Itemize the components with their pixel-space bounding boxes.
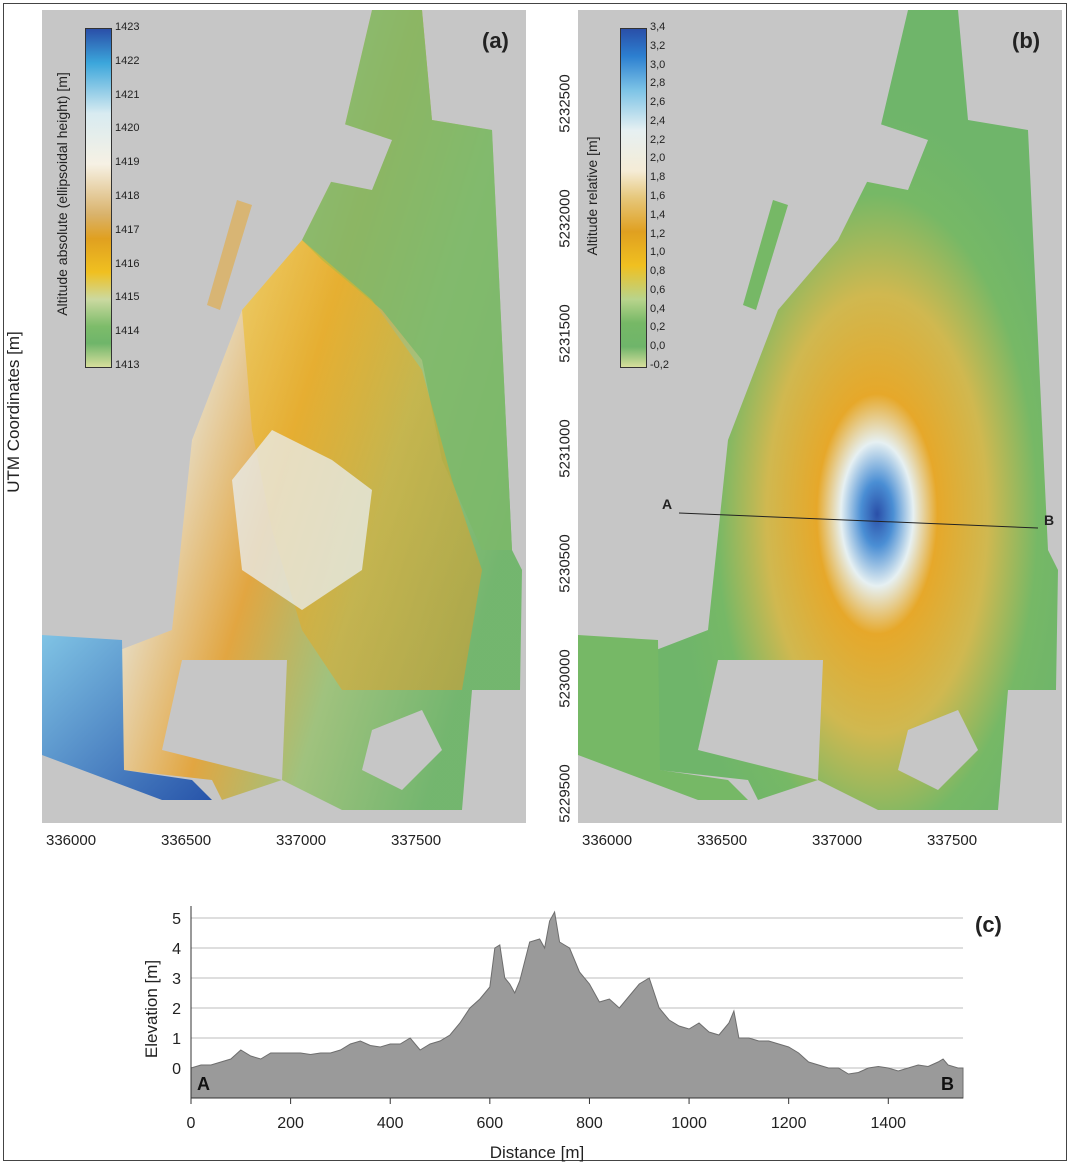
northing-tick-label: 5230000: [556, 649, 574, 708]
colorbar-b-tick: 2,4: [650, 114, 666, 127]
colorbar-b-tick: 1,4: [650, 208, 666, 221]
panel-label-b: (b): [1012, 28, 1041, 53]
colorbar-a-tick: 1419: [115, 156, 140, 169]
easting-tick-label: 337500: [927, 832, 978, 849]
colorbar-b-tick: 1,2: [650, 227, 666, 240]
easting-tick-label: 337000: [812, 832, 863, 849]
profile-end-label: B: [941, 1074, 954, 1094]
northing-tick-label: 5232000: [556, 189, 574, 248]
easting-tick-label: 337000: [276, 832, 327, 849]
colorbar-b-tick: 1,0: [650, 246, 666, 259]
y-tick-label: 4: [172, 941, 181, 958]
colorbar-b: [620, 28, 647, 368]
northing-tick-label: 5232500: [556, 74, 574, 133]
colorbar-b-tick: 2,2: [650, 133, 666, 146]
colorbar-a-tick: 1420: [115, 122, 140, 135]
colorbar-b-title: Altitude relative [m]: [584, 136, 600, 256]
colorbar-a-tick: 1422: [115, 54, 140, 67]
terrain-map-b: [578, 10, 1058, 810]
x-tick-label: 1400: [870, 1115, 906, 1132]
colorbar-a-tick: 1416: [115, 257, 140, 270]
y-tick-label: 3: [172, 971, 181, 988]
terrain-map-a: [42, 10, 522, 810]
colorbar-b-tick: 2,0: [650, 152, 666, 165]
x-tick-label: 0: [187, 1115, 196, 1132]
elevation-profile-chart: 0 1 2 3 4 5 0 200 400 600 800 1000 1200 1400 Distance …: [142, 906, 964, 1162]
x-tick-label: 800: [576, 1115, 603, 1132]
northing-tick-label: 5230500: [556, 534, 574, 593]
colorbar-b-tick: 2,8: [650, 77, 666, 90]
northing-tick-label: 5231500: [556, 304, 574, 363]
y-tick-label: 2: [172, 1001, 181, 1018]
colorbar-b-tick: -0,2: [650, 359, 669, 371]
colorbar-a-tick: 1414: [115, 325, 140, 338]
x-tick-label: 600: [476, 1115, 503, 1132]
colorbar-b-tick: 0,0: [650, 340, 666, 353]
x-tick-label: 400: [377, 1115, 404, 1132]
easting-tick-label: 336000: [46, 832, 97, 849]
colorbar-a-tick: 1413: [115, 359, 140, 371]
x-tick-label: 200: [277, 1115, 304, 1132]
panel-label-c: (c): [975, 912, 1002, 937]
colorbar-b-tick: 3,0: [650, 58, 666, 71]
profile-start-label: A: [197, 1074, 210, 1094]
x-tick-label: 1200: [771, 1115, 807, 1132]
panel-label-a: (a): [482, 28, 509, 53]
profile-label-b: B: [1044, 512, 1055, 528]
map-y-axis-title: UTM Coordinates [m]: [4, 331, 23, 493]
y-axis-title: Elevation [m]: [142, 960, 161, 1058]
colorbar-b-tick: 1,6: [650, 190, 666, 202]
x-axis-title: Distance [m]: [490, 1143, 584, 1162]
map-panel-b: [578, 10, 1062, 823]
easting-tick-label: 336500: [161, 832, 212, 849]
map-panel-a: [42, 10, 526, 823]
colorbar-b-tick: 0,4: [650, 302, 666, 315]
colorbar-a-tick: 1415: [115, 291, 140, 304]
y-tick-label: 1: [172, 1031, 181, 1048]
colorbar-b-tick: 0,8: [650, 265, 666, 278]
profile-line: [678, 512, 1039, 529]
colorbar-b-tick: 3,4: [650, 21, 666, 33]
easting-tick-label: 336000: [582, 832, 633, 849]
colorbar-a-tick: 1423: [115, 21, 140, 33]
colorbar-b-tick: 0,2: [650, 321, 666, 334]
easting-tick-label: 337500: [391, 832, 442, 849]
northing-tick-label: 5229500: [556, 764, 574, 823]
colorbar-a-tick: 1418: [115, 190, 140, 202]
y-tick-label: 5: [172, 911, 181, 928]
colorbar-b-tick: 0,6: [650, 283, 666, 296]
colorbar-b-tick: 1,8: [650, 171, 666, 184]
profile-label-a: A: [662, 496, 673, 512]
northing-tick-label: 5231000: [556, 419, 574, 478]
easting-tick-label: 336500: [697, 832, 748, 849]
colorbar-a-title: Altitude absolute (ellipsoidal height) […: [54, 72, 70, 316]
colorbar-a: [85, 28, 112, 368]
elevation-area: [190, 910, 964, 1099]
colorbar-a-tick: 1417: [115, 223, 140, 236]
colorbar-b-tick: 2,6: [650, 96, 666, 109]
x-tick-label: 1000: [671, 1115, 707, 1132]
figure-frame: [3, 3, 1067, 1161]
colorbar-b-tick: 3,2: [650, 39, 666, 52]
y-tick-label: 0: [172, 1061, 181, 1078]
colorbar-a-tick: 1421: [115, 88, 140, 101]
